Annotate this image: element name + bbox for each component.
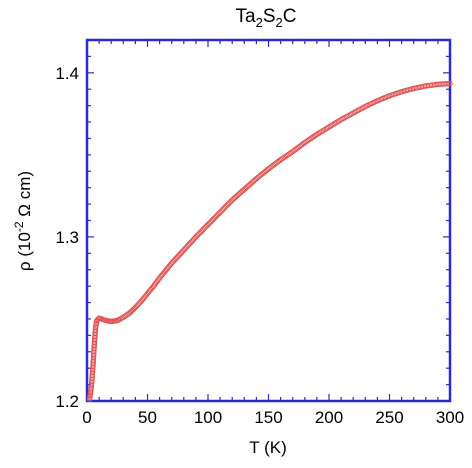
data-series: [86, 80, 453, 403]
data-point: [324, 125, 331, 131]
title-part-s: S: [263, 6, 276, 27]
x-tick-label: 250: [375, 408, 403, 427]
x-tick-label: 200: [315, 408, 343, 427]
data-point: [322, 126, 328, 133]
x-tick-labels: 0 50 100 150 200 250 300: [82, 408, 464, 427]
y-axis-label: ρ (10-2 Ω cm): [12, 171, 34, 271]
data-point: [327, 123, 334, 129]
x-tick-label: 100: [194, 408, 222, 427]
x-tick-label: 300: [436, 408, 464, 427]
plot-frame: [85, 38, 452, 403]
title-part-c: C: [283, 6, 297, 27]
data-point: [326, 124, 332, 130]
data-point: [315, 130, 321, 137]
data-point: [333, 120, 339, 126]
x-tick-label: 150: [254, 408, 282, 427]
data-point: [316, 130, 323, 136]
x-axis-label: T (K): [249, 438, 286, 457]
chart-title: Ta2S2C: [236, 6, 297, 30]
title-sub-1: 2: [256, 15, 263, 30]
y-label-pre: ρ (10: [15, 232, 34, 271]
y-label-sup: -2: [12, 221, 26, 232]
data-point: [337, 117, 343, 124]
x-tick-label: 50: [138, 408, 157, 427]
data-point: [319, 128, 325, 134]
data-point: [318, 129, 324, 135]
y-tick-label: 1.2: [55, 392, 79, 411]
data-point: [314, 131, 320, 138]
y-axis-ticks: [87, 39, 450, 402]
y-tick-labels: 1.2 1.3 1.4: [55, 64, 79, 411]
data-point: [323, 125, 330, 132]
data-point: [335, 118, 342, 124]
title-part-ta: Ta: [236, 6, 257, 27]
y-label-post: Ω cm): [15, 171, 34, 221]
x-tick-label: 0: [82, 408, 91, 427]
data-point: [447, 80, 453, 87]
data-point: [328, 122, 335, 129]
title-sub-2: 2: [276, 15, 283, 30]
data-point: [94, 317, 101, 323]
data-point: [330, 121, 336, 128]
data-point: [320, 127, 327, 133]
data-point: [331, 120, 338, 127]
y-tick-label: 1.3: [55, 228, 79, 247]
y-tick-label: 1.4: [55, 64, 79, 83]
data-point: [334, 119, 340, 125]
x-axis-ticks: [86, 40, 451, 401]
